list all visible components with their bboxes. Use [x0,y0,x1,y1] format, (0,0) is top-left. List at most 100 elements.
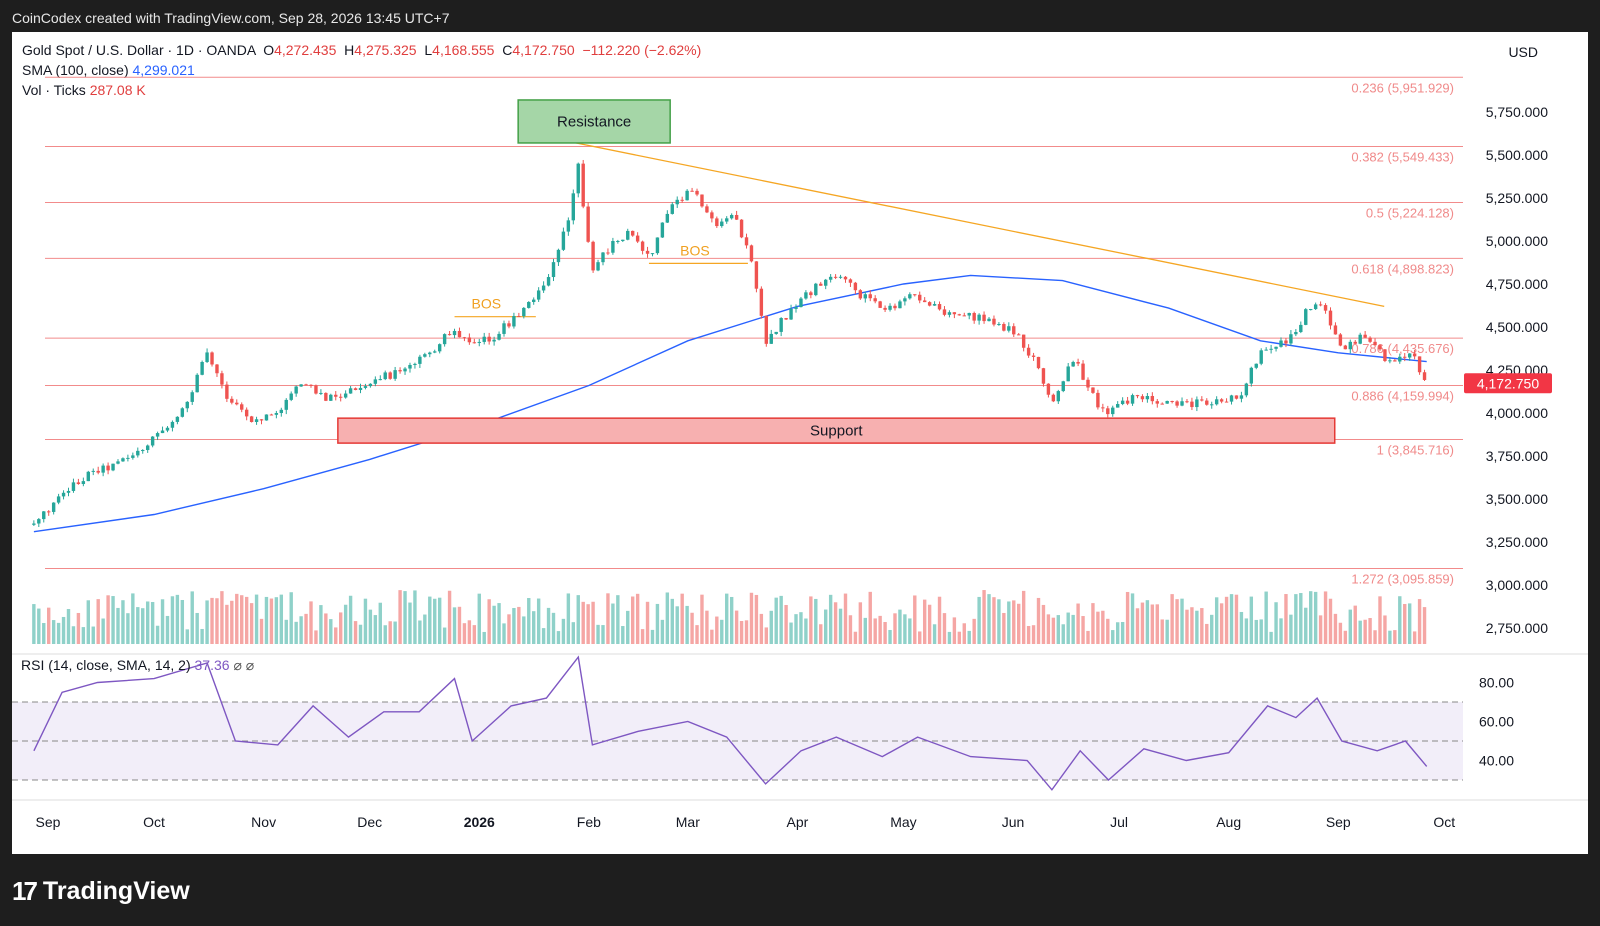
candle-body [616,240,620,242]
price-tick: 3,000.000 [1486,577,1548,593]
candle-body [1294,332,1298,335]
candle-body [1224,401,1229,403]
candle-body [967,312,971,316]
volume-bar [630,596,635,644]
candle-body [393,370,397,379]
volume-bar [804,618,808,644]
candle-body [51,502,56,512]
volume-bar [1403,603,1407,644]
rsi-tick: 80.00 [1479,675,1514,691]
volume-bar [1353,605,1357,644]
volume-bar [903,614,907,644]
volume-bar [1150,604,1155,644]
currency-label[interactable]: USD [1508,44,1538,60]
candle-body [690,190,694,192]
volume-bar [294,621,298,644]
candle-body [626,230,630,240]
candle-body [210,352,214,365]
candle-body [532,299,536,303]
volume-bar [725,593,729,644]
volume-bar [1358,620,1362,644]
candle-body [1269,348,1273,350]
candle-body [1249,367,1254,384]
fib-label: 0.886 (4,159.994) [1351,388,1454,403]
candle-body [343,393,348,398]
volume-bar [51,620,56,644]
candle-body [1130,395,1135,404]
volume-bar [1398,596,1402,644]
candle-body [309,384,313,386]
rsi-settings-icons[interactable]: ⌀ ⌀ [233,657,254,673]
volume-bar [116,607,120,644]
volume-bar [314,630,318,644]
volume-bar [720,619,724,644]
volume-bar [447,590,452,644]
volume-bar [358,624,363,644]
candle-body [368,383,373,387]
volume-bar [1021,590,1026,644]
time-tick: Jun [1002,814,1025,830]
volume-bar [462,623,467,644]
volume-bar [1373,630,1377,644]
volume-bar [1279,618,1283,644]
candle-body [1071,361,1075,367]
candle-body [586,206,590,242]
candle-body [1417,356,1422,373]
candle-body [1051,394,1056,402]
volume-bar [794,614,798,644]
time-tick: Sep [36,814,61,830]
candle-body [551,262,556,278]
volume-bar [126,613,130,644]
candle-body [244,409,249,417]
candle-body [650,253,655,255]
volume-bar [393,621,397,644]
volume-bar [853,631,858,644]
volume-bar [433,598,437,644]
candle-body [1012,326,1016,335]
candle-body [1378,345,1382,350]
volume-bar [571,622,576,644]
candle-body [32,523,36,525]
volume-bar [744,620,749,644]
candle-body [1046,383,1051,395]
rsi-tick: 40.00 [1479,753,1514,769]
candle-body [1353,341,1357,344]
volume-bar [729,596,734,644]
volume-bar [715,616,719,644]
candle-body [908,294,912,299]
volume-bar [1412,631,1417,644]
volume-bar [1234,594,1239,644]
symbol-label[interactable]: Gold Spot / U.S. Dollar · 1D · OANDA [22,42,256,58]
candle-body [338,396,343,398]
volume-bar [1046,614,1051,644]
candle-body [1086,379,1090,388]
volume-bar [96,599,100,644]
candle-body [645,250,650,254]
candle-body [635,235,640,242]
volume-legend[interactable]: Vol · Ticks 287.08 K [22,82,146,98]
candle-body [1007,326,1011,331]
candle-body [141,450,145,452]
candle-body [903,298,907,302]
time-tick: Sep [1326,814,1351,830]
candle-body [571,193,576,221]
sma-legend[interactable]: SMA (100, close) 4,299.021 [22,62,195,78]
volume-bar [987,594,991,644]
volume-bar [1224,596,1229,644]
candle-body [269,414,274,416]
candle-body [1264,349,1268,351]
volume-bar [66,609,71,644]
volume-bar [492,605,496,644]
volume-bar [640,629,645,644]
candle-body [843,276,848,280]
volume-bar [1299,593,1303,644]
volume-bar [304,613,308,644]
volume-bar [680,593,684,644]
volume-bar [957,631,962,644]
volume-bar [546,607,551,644]
candle-body [710,212,714,219]
volume-bar [1422,607,1427,644]
volume-bar [56,622,61,644]
candle-body [1214,399,1219,405]
